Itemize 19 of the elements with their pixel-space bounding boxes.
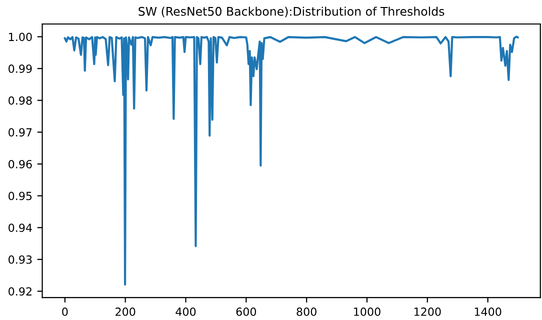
y-tick-label: 0.94 <box>8 224 32 232</box>
x-tick-label: 200 <box>116 308 136 316</box>
y-tick-label: 0.92 <box>8 287 32 296</box>
x-tick-label: 1000 <box>354 308 380 316</box>
x-tick-label: 600 <box>236 308 256 316</box>
y-tick-label: 1.00 <box>9 32 32 42</box>
y-tick-label: 0.99 <box>8 64 32 73</box>
x-tick-label: 0 <box>62 308 68 316</box>
y-tick-label: 0.97 <box>8 128 32 137</box>
x-tick-label: 1400 <box>474 308 502 316</box>
y-tick-label: 0.98 <box>8 96 32 105</box>
y-tick-label: 0.95 <box>8 192 32 200</box>
x-tick-label: 400 <box>176 308 196 316</box>
line-series <box>64 36 519 286</box>
y-tick-label: 0.96 <box>8 160 32 168</box>
y-tick-label: 0.93 <box>8 255 32 264</box>
x-tick-label: 1200 <box>414 308 441 316</box>
chart-title: SW (ResNet50 Backbone):Distribution of Thresholds <box>138 6 444 18</box>
x-tick-label: 800 <box>296 308 316 316</box>
